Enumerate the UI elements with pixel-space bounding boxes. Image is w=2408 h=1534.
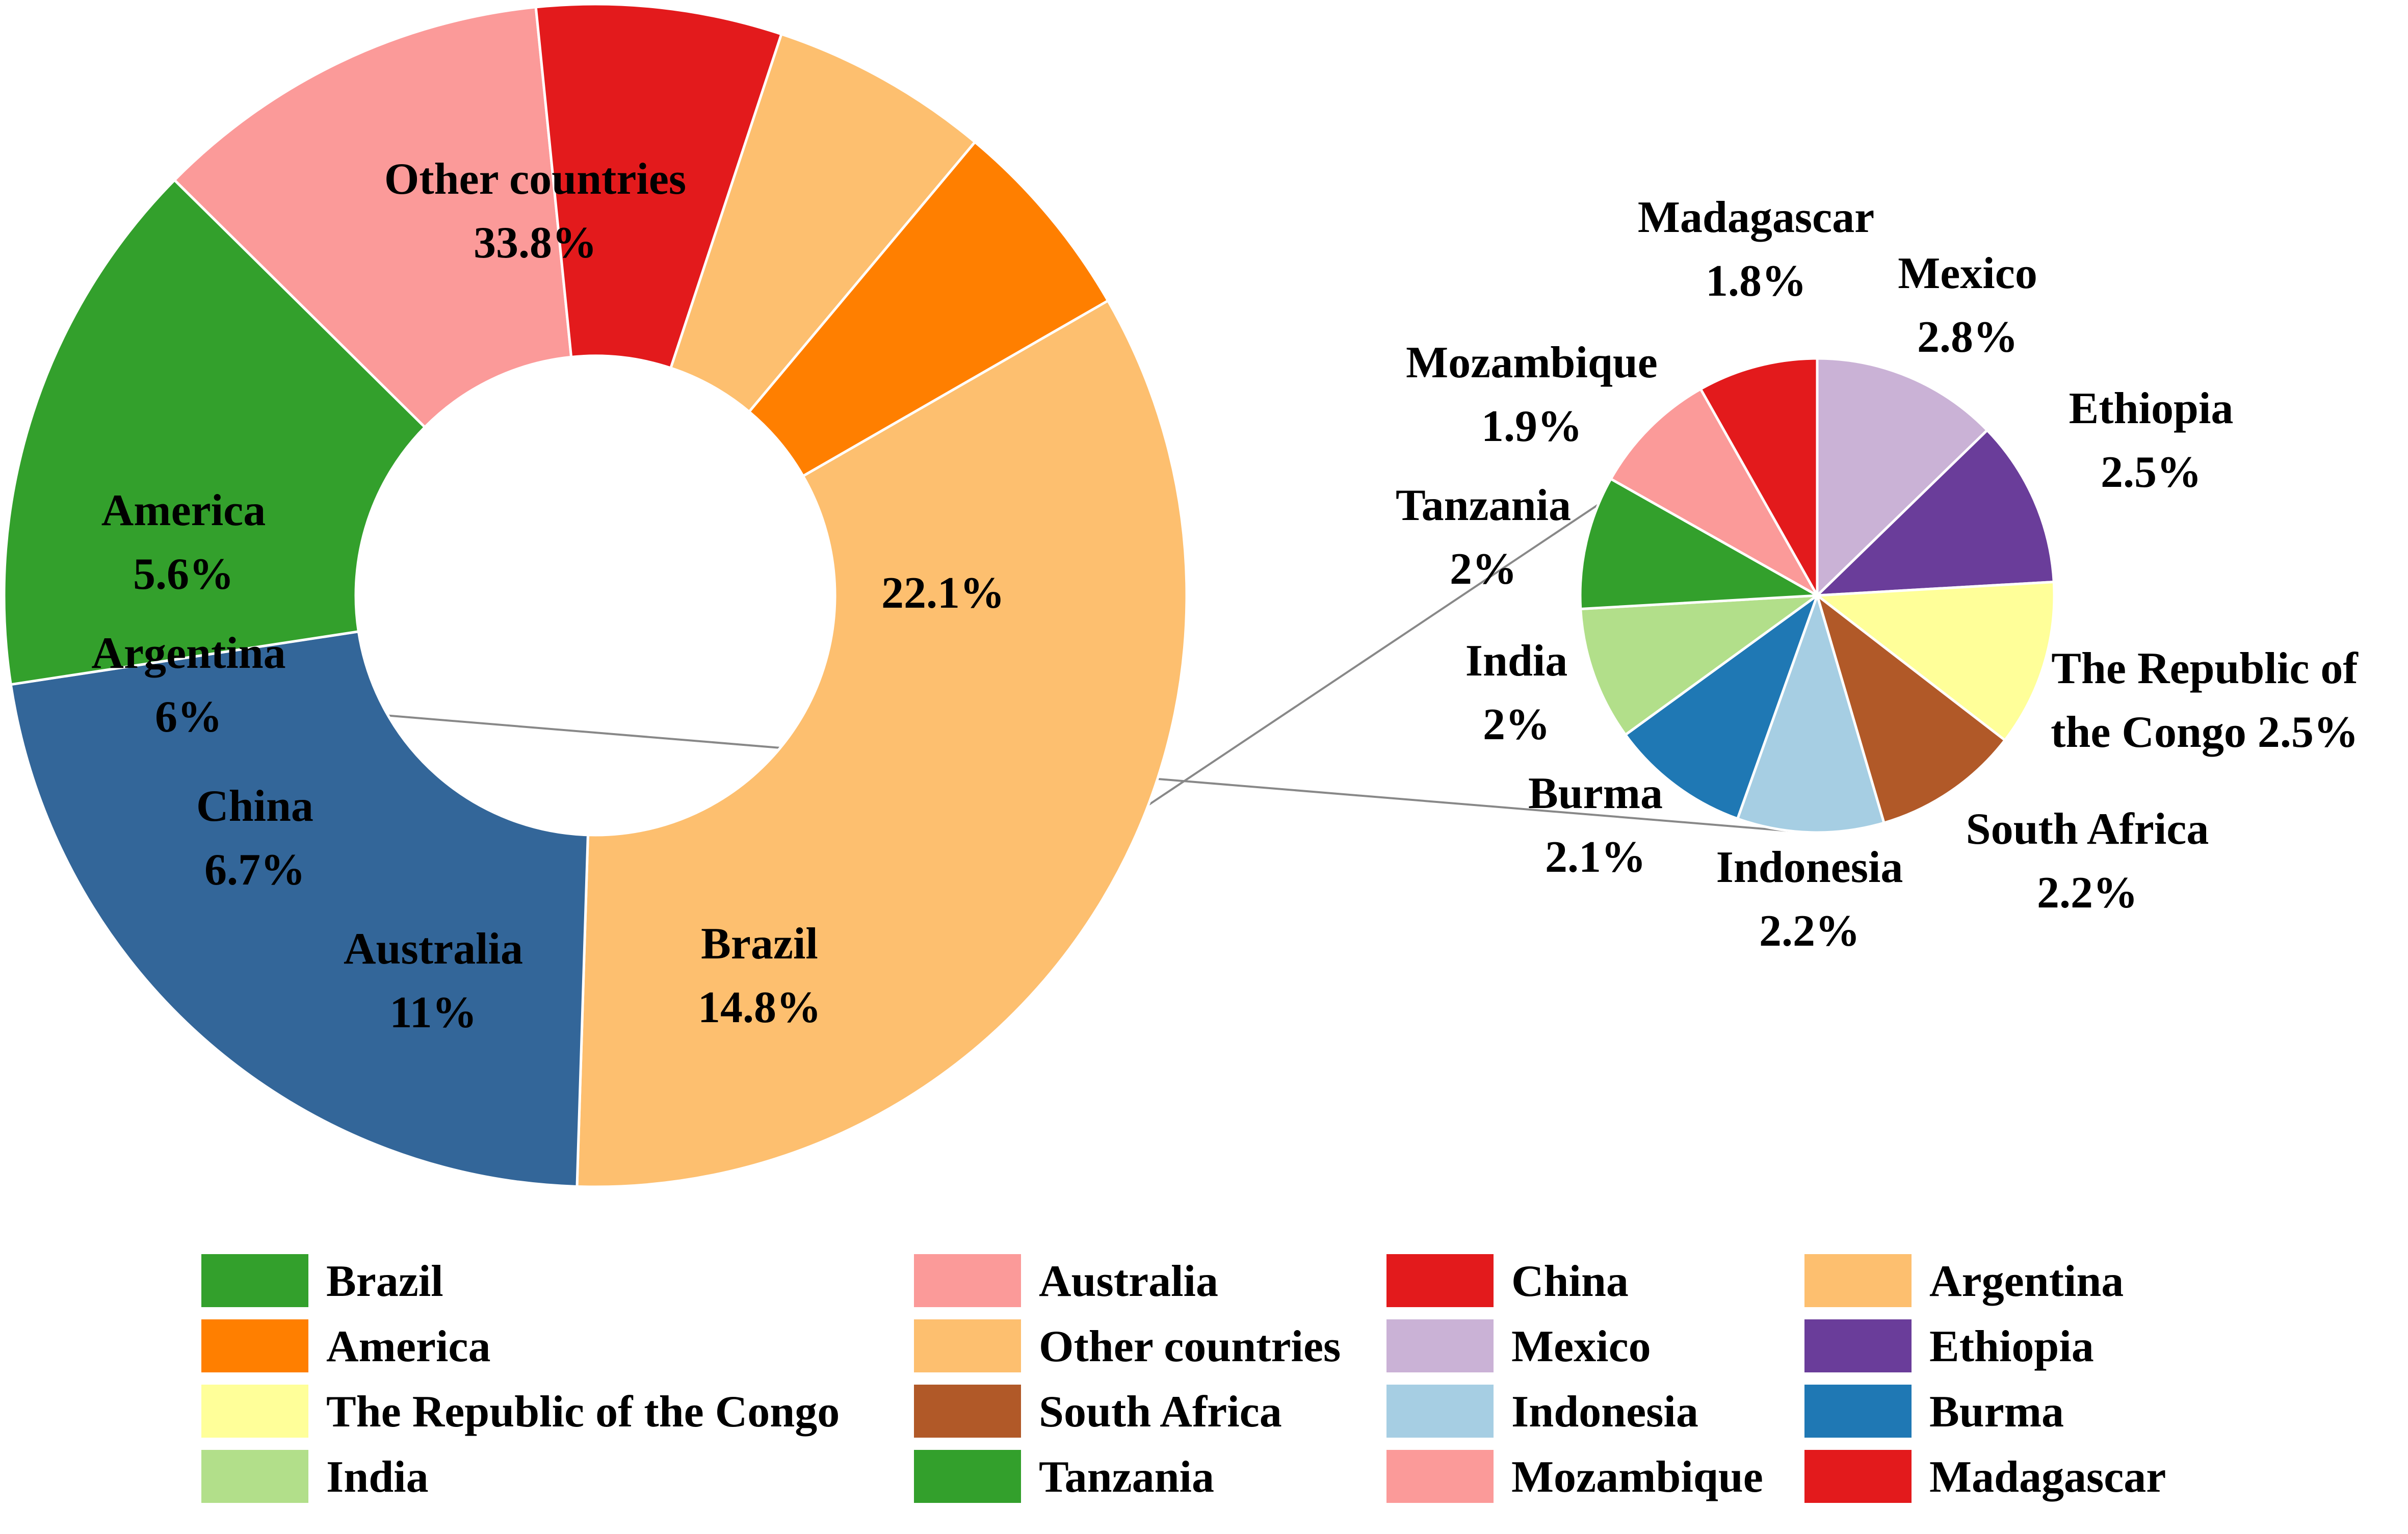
donut-value-brazil: 14.8% [698, 983, 821, 1032]
donut-slice-pie-countries [9, 630, 589, 1188]
donut-value-argentina: 6% [155, 692, 222, 742]
pie-value-indonesia: 2.2% [1759, 906, 1860, 956]
legend-label-ethiopia: Ethiopia [1929, 1322, 2094, 1371]
pie-slice-mexico [1816, 357, 1990, 599]
donut-label-brazil: Brazil [701, 919, 818, 969]
donut-value-america: 5.6% [133, 550, 234, 599]
pie-chart: Mexico 2.8% Ethiopia 2.5% South Africa 2.2% In… [1396, 193, 2359, 956]
pie-label-madagascar: Madagascar [1638, 193, 1874, 242]
pie-label-ethiopia: Ethiopia [2069, 384, 2234, 433]
legend-swatch-argentina [1804, 1254, 1912, 1307]
pie-value-mexico: 2.8% [1917, 313, 2018, 362]
legend-label-mexico: Mexico [1511, 1322, 1651, 1371]
pie-label-mozambique: Mozambique [1406, 338, 1658, 387]
donut-value-china: 6.7% [204, 845, 305, 895]
donut-label-china: China [196, 782, 313, 831]
pie-slice-india [1579, 594, 1822, 737]
pie-label-the-republic-of-the-congo-line2: the Congo 2.5% [2051, 708, 2359, 757]
legend-label-argentina: Argentina [1929, 1257, 2124, 1306]
legend-label-india: India [326, 1452, 429, 1502]
pie-value-mozambique: 1.9% [1481, 402, 1582, 451]
legend-swatch-madagascar [1804, 1450, 1912, 1503]
pie-value-ethiopia: 2.5% [2101, 448, 2202, 497]
pie-label-mexico: Mexico [1898, 249, 2037, 298]
legend-swatch-indonesia [1386, 1385, 1494, 1438]
pie-slice-indonesia [1736, 591, 1886, 834]
legend-label-tanzania: Tanzania [1039, 1452, 1214, 1502]
pie-value-burma: 2.1% [1545, 833, 1646, 882]
donut-label-other-countries: Other countries [384, 154, 686, 204]
legend-swatch-india [201, 1450, 308, 1503]
donut-slice-america [747, 140, 1110, 478]
donut-chart: Other countries 33.8% 22.1% Brazil 14.8% Aust… [3, 3, 1188, 1188]
donut-label-argentina: Argentina [91, 629, 285, 678]
legend-swatch-mozambique [1386, 1450, 1494, 1503]
donut-value-pie-countries: 22.1% [881, 568, 1005, 618]
legend-swatch-china [1386, 1254, 1494, 1307]
donut-slice-china [534, 3, 783, 370]
donut-label-australia: Australia [344, 924, 523, 974]
donut-slice-brazil [3, 178, 427, 686]
pie-label-india: India [1465, 636, 1568, 686]
pie-label-south-africa: South Africa [1966, 804, 2209, 854]
legend-swatch-america [201, 1319, 308, 1372]
donut-slice-australia [172, 6, 573, 429]
pie-value-tanzania: 2% [1450, 544, 1517, 594]
donut-value-other-countries: 33.8% [474, 218, 597, 268]
legend-swatch-ethiopia [1804, 1319, 1912, 1372]
legend-label-america: America [326, 1322, 490, 1371]
legend-label-madagascar: Madagascar [1929, 1452, 2166, 1502]
legend-label-china: China [1511, 1257, 1629, 1306]
legend-label-burma: Burma [1929, 1387, 2064, 1437]
donut-slice-other-countries [575, 299, 1188, 1188]
pie-slice-madagascar [1698, 357, 1819, 601]
pie-value-madagascar: 1.8% [1706, 256, 1807, 306]
legend-label-indonesia: Indonesia [1511, 1387, 1698, 1437]
pie-slice-mozambique [1609, 387, 1821, 599]
donut-label-america: America [101, 486, 266, 535]
legend-label-australia: Australia [1039, 1257, 1218, 1306]
legend: Brazil Australia China Argentina America Othe… [201, 1254, 2166, 1503]
pie-slice-burma [1624, 592, 1820, 821]
legend-swatch-burma [1804, 1385, 1912, 1438]
pie-slice-the-republic-of-the-congo [1814, 580, 2056, 742]
pie-label-burma: Burma [1528, 769, 1663, 818]
pie-value-south-africa: 2.2% [2037, 868, 2138, 918]
donut-slice-argentina [669, 32, 977, 414]
donut-value-australia: 11% [389, 988, 477, 1037]
pie-slice-ethiopia [1814, 428, 2055, 597]
pie-slice-tanzania [1579, 477, 1822, 611]
legend-label-brazil: Brazil [326, 1257, 443, 1306]
pie-label-the-republic-of-the-congo-line1: The Republic of [2051, 644, 2359, 693]
pie-label-indonesia: Indonesia [1716, 843, 1903, 892]
legend-swatch-australia [914, 1254, 1021, 1307]
pie-label-tanzania: Tanzania [1396, 481, 1571, 530]
legend-swatch-brazil [201, 1254, 308, 1307]
legend-swatch-tanzania [914, 1450, 1021, 1503]
legend-label-other-countries: Other countries [1039, 1322, 1341, 1371]
legend-label-the-republic-of-the-congo: The Republic of the Congo [326, 1387, 840, 1437]
legend-label-mozambique: Mozambique [1511, 1452, 1763, 1502]
pie-slice-south-africa [1815, 592, 2007, 825]
legend-swatch-south-africa [914, 1385, 1021, 1438]
legend-swatch-the-republic-of-the-congo [201, 1385, 308, 1438]
legend-swatch-mexico [1386, 1319, 1494, 1372]
legend-label-south-africa: South Africa [1039, 1387, 1282, 1437]
legend-swatch-other-countries [914, 1319, 1021, 1372]
pie-value-india: 2% [1483, 700, 1550, 749]
